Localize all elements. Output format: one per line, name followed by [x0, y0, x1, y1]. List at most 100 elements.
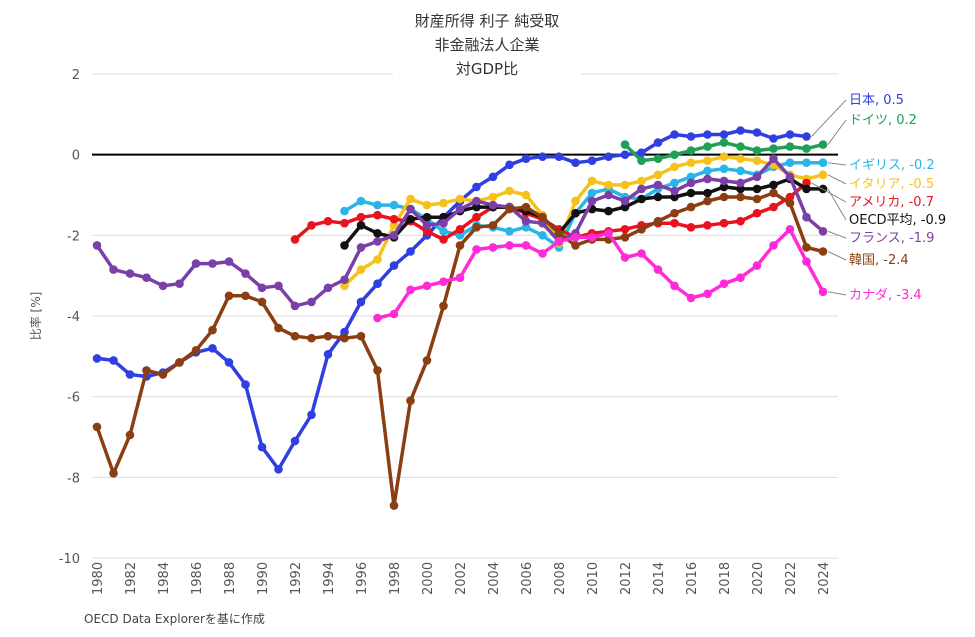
- data-point: [142, 273, 151, 283]
- data-point: [752, 156, 762, 165]
- data-point: [752, 172, 762, 182]
- data-point: [571, 196, 580, 206]
- data-point: [191, 259, 201, 268]
- data-point: [422, 212, 432, 222]
- data-point: [686, 188, 696, 198]
- data-point: [785, 142, 795, 151]
- x-tick-label: 1980: [91, 562, 106, 595]
- data-point: [637, 249, 646, 258]
- title-background: [393, 6, 581, 84]
- series-日本: [92, 126, 811, 474]
- data-point: [472, 245, 481, 254]
- data-point: [670, 130, 679, 139]
- data-point: [340, 218, 349, 228]
- data-point: [208, 344, 217, 353]
- data-point: [670, 281, 679, 291]
- data-point: [703, 174, 712, 184]
- data-point: [92, 422, 102, 432]
- data-point: [752, 208, 762, 218]
- data-point: [224, 291, 234, 301]
- legend-label: OECD平均, -0.9: [849, 213, 946, 228]
- grid-lines: [92, 73, 838, 559]
- x-tick-label: 2012: [619, 562, 634, 595]
- data-point: [736, 184, 745, 194]
- data-point: [422, 281, 432, 291]
- data-point: [604, 180, 613, 190]
- data-point: [472, 182, 481, 192]
- data-point: [241, 291, 250, 301]
- data-point: [538, 212, 547, 222]
- data-point: [620, 150, 630, 159]
- data-point: [109, 469, 118, 478]
- data-point: [521, 241, 531, 250]
- data-point: [373, 210, 382, 220]
- legend-label: カナダ, -3.4: [849, 288, 922, 303]
- data-point: [455, 194, 465, 204]
- legend-label: イギリス, -0.2: [849, 158, 935, 173]
- x-tick-label: 1996: [355, 562, 370, 595]
- data-point: [521, 154, 531, 163]
- data-point: [373, 279, 382, 289]
- data-point: [785, 158, 795, 167]
- data-point: [769, 144, 778, 153]
- data-point: [488, 221, 498, 230]
- legend-leader-line: [827, 119, 847, 145]
- data-point: [752, 261, 762, 270]
- data-point: [719, 218, 729, 228]
- source-note: OECD Data Explorerを基に作成: [84, 612, 265, 626]
- data-point: [521, 190, 531, 200]
- data-point: [373, 229, 382, 238]
- data-point: [571, 233, 580, 242]
- x-tick-label: 1990: [256, 562, 271, 595]
- data-point: [802, 212, 811, 222]
- data-point: [703, 221, 712, 230]
- data-point: [274, 281, 283, 291]
- data-point: [769, 188, 778, 198]
- data-point: [356, 221, 366, 230]
- data-point: [802, 132, 811, 141]
- data-point: [587, 196, 597, 206]
- data-point: [686, 178, 696, 188]
- data-point: [422, 227, 432, 236]
- data-point: [670, 192, 679, 202]
- data-point: [323, 331, 333, 341]
- data-point: [439, 218, 448, 228]
- data-point: [670, 218, 679, 228]
- data-point: [521, 202, 531, 212]
- series-カナダ: [373, 225, 828, 323]
- data-point: [653, 170, 663, 180]
- data-point: [389, 309, 399, 319]
- title-line: 対GDP比: [456, 60, 518, 78]
- x-tick-label: 1982: [124, 562, 139, 595]
- data-point: [538, 249, 547, 258]
- data-point: [637, 225, 646, 234]
- data-point: [356, 212, 366, 222]
- data-point: [158, 370, 168, 379]
- data-point: [736, 154, 745, 163]
- data-point: [356, 297, 366, 307]
- data-point: [653, 265, 663, 274]
- data-point: [125, 370, 135, 379]
- legend-leader-line: [811, 99, 847, 137]
- data-point: [736, 273, 745, 283]
- data-point: [604, 152, 613, 161]
- data-point: [554, 229, 564, 238]
- data-point: [290, 235, 300, 244]
- x-tick-label: 1998: [388, 562, 403, 595]
- data-point: [818, 140, 828, 149]
- series-line: [342, 154, 825, 288]
- data-point: [736, 216, 745, 226]
- data-point: [455, 273, 465, 283]
- data-point: [769, 241, 778, 250]
- data-point: [455, 231, 465, 240]
- x-tick-labels: 1980 1982 1984 1986 1988 1990 1992 1994 1996 1998…: [91, 562, 832, 595]
- x-tick-label: 2024: [817, 562, 832, 595]
- data-point: [439, 301, 448, 311]
- data-point: [818, 287, 828, 297]
- x-tick-label: 2008: [553, 562, 568, 595]
- data-point: [686, 146, 696, 155]
- data-point: [406, 204, 415, 214]
- data-point: [802, 178, 811, 188]
- x-tick-label: 2018: [718, 562, 733, 595]
- x-tick-label: 1986: [190, 562, 205, 595]
